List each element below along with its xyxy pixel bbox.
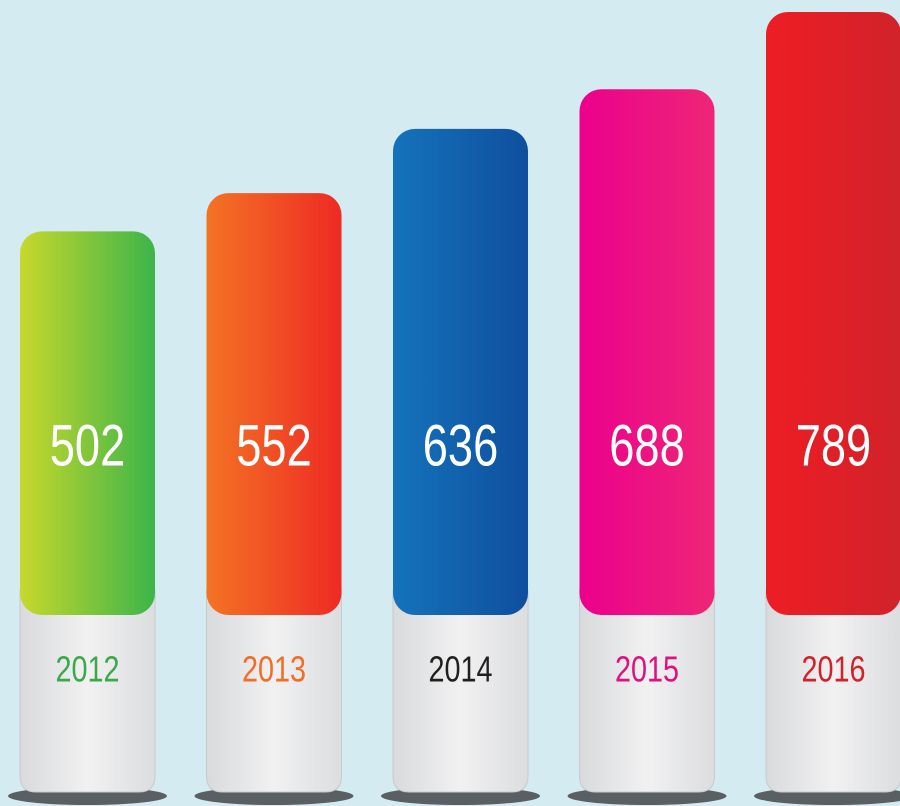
category-label: 2014 [428,648,492,689]
pedestal [765,589,900,793]
bar [206,193,342,615]
bar [766,12,900,615]
value-label: 552 [236,414,311,479]
pedestal [19,589,156,793]
bar [579,89,715,615]
bar [393,128,528,615]
category-label: 2016 [801,648,865,689]
category-label: 2013 [242,648,306,689]
value-label: 688 [609,414,684,479]
value-label: 636 [423,414,498,479]
pedestal [206,589,342,793]
category-label: 2012 [55,648,119,689]
category-label: 2015 [615,648,679,689]
pedestal [579,589,715,793]
bar [20,231,155,615]
pedestal [392,589,529,793]
value-label: 502 [50,414,125,479]
value-label: 789 [796,414,871,479]
